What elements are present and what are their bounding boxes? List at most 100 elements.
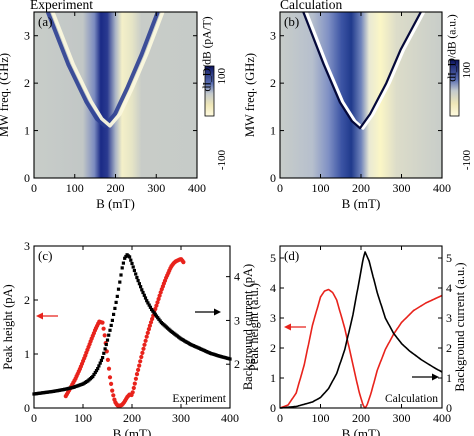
- data-point-black: [104, 342, 108, 347]
- y-right-tick-label: 2: [446, 341, 452, 355]
- y-right-axis-label: Background current (pA): [241, 264, 255, 390]
- x-tick-label: 0: [31, 181, 37, 195]
- data-point-red: [133, 376, 138, 381]
- data-point-red: [141, 346, 146, 351]
- y-right-tick-label: 1: [446, 371, 452, 385]
- resonance-line-bright: [51, 11, 165, 128]
- data-point-black: [137, 282, 141, 286]
- data-point-black: [119, 273, 123, 277]
- data-point-black: [123, 256, 127, 260]
- y-tick-label: 2: [270, 76, 276, 90]
- x-tick-label: 100: [312, 411, 330, 425]
- data-point-black: [128, 255, 132, 259]
- data-point-red: [132, 381, 137, 386]
- heatmap-background: [280, 12, 442, 178]
- panel-title: Experiment: [30, 0, 93, 12]
- y-right-tick-label: 5: [446, 251, 452, 265]
- y-tick-label: 1: [270, 124, 276, 138]
- data-point-black: [131, 265, 135, 269]
- x-tick-label: 400: [188, 181, 206, 195]
- y-axis-label: Peak height (pA): [1, 284, 15, 369]
- x-tick-label: 400: [221, 411, 239, 425]
- data-point-red: [147, 323, 152, 328]
- x-tick-label: 300: [393, 181, 411, 195]
- data-point-black: [97, 364, 101, 368]
- resonance-line-bright: [304, 11, 426, 130]
- heatmap-background: [34, 12, 197, 178]
- data-point-black: [135, 275, 139, 280]
- data-point-black: [151, 309, 155, 313]
- background-current-line: [279, 251, 443, 409]
- data-point-red: [102, 333, 107, 338]
- data-point-red: [143, 338, 148, 343]
- data-point-black: [113, 306, 117, 310]
- data-point-black: [143, 296, 148, 300]
- resonance-line-dark: [302, 11, 422, 130]
- data-point-red: [109, 381, 114, 386]
- data-point-red: [156, 296, 161, 302]
- data-point-black: [114, 300, 118, 304]
- panel-label: (b): [284, 14, 299, 29]
- data-point-black: [148, 305, 152, 309]
- data-point-black: [91, 374, 95, 379]
- colorbar-min-label: -100: [216, 150, 228, 171]
- data-point-black: [110, 318, 114, 322]
- x-axis-label: B (mT): [113, 426, 152, 436]
- data-point-red: [137, 363, 142, 368]
- y-axis-label: MW freq. (GHz): [0, 53, 11, 137]
- peak-height-line: [279, 288, 443, 409]
- data-point-black: [146, 301, 150, 305]
- y-right-tick-label: 4: [446, 281, 452, 295]
- x-tick-label: 0: [277, 181, 283, 195]
- y-tick-label: 3: [24, 29, 30, 43]
- data-point-red: [155, 300, 160, 305]
- y-tick-label: 4: [270, 281, 276, 295]
- data-point-red: [105, 357, 110, 362]
- resonance-line-dark: [45, 11, 160, 128]
- data-point-red: [100, 320, 105, 325]
- data-point-black: [132, 268, 136, 273]
- data-point-black: [112, 312, 116, 316]
- y-right-tick-label: 4: [234, 270, 240, 284]
- left-axis-arrowhead: [284, 323, 291, 331]
- data-point-red: [140, 350, 145, 355]
- data-point-red: [139, 354, 144, 360]
- data-point-red: [136, 367, 141, 372]
- x-axis-label: B (mT): [342, 196, 381, 211]
- data-point-black: [147, 303, 151, 307]
- panel-label: (d): [284, 248, 299, 263]
- y-tick-label: 5: [270, 251, 276, 265]
- data-point-red: [138, 359, 143, 364]
- y-axis-label: Peak height (a.u.): [247, 283, 261, 371]
- right-axis-arrowhead: [432, 373, 439, 381]
- y-tick-label: 0: [270, 171, 276, 185]
- y-tick-label: 1: [24, 347, 30, 361]
- y-tick-label: 3: [270, 311, 276, 325]
- y-tick-label: 2: [24, 293, 30, 307]
- x-axis-label: B (mT): [96, 196, 135, 211]
- x-tick-label: 300: [172, 411, 190, 425]
- x-tick-label: 400: [433, 411, 451, 425]
- data-point-black: [103, 347, 107, 351]
- data-point-black: [93, 370, 97, 375]
- data-point-black: [129, 258, 133, 262]
- colorbar: [449, 59, 460, 117]
- x-tick-label: 0: [31, 411, 37, 425]
- data-point-red: [142, 342, 147, 347]
- data-point-black: [121, 261, 125, 265]
- colorbar-label: dI_D/dB (pA/T): [202, 16, 214, 91]
- data-point-black: [102, 351, 106, 355]
- y-right-tick-label: 2: [234, 357, 240, 371]
- data-point-red: [158, 290, 163, 295]
- y-right-tick-label: 3: [446, 311, 452, 325]
- x-tick-label: 200: [107, 181, 125, 195]
- x-tick-label: 200: [352, 411, 370, 425]
- panel-label: (c): [38, 248, 52, 263]
- data-point-red: [150, 316, 155, 322]
- data-point-red: [110, 388, 115, 393]
- data-point-red: [134, 372, 140, 377]
- data-point-black: [140, 288, 144, 292]
- data-point-red: [145, 330, 150, 335]
- colorbar: [204, 65, 215, 117]
